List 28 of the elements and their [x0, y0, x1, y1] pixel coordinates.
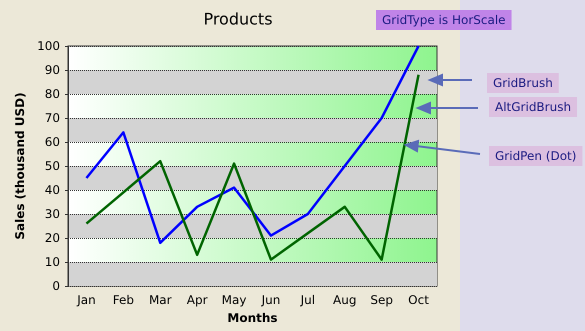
x-tick-label: Mar — [148, 293, 172, 307]
x-axis-title: Months — [227, 311, 278, 325]
x-tick-label: Apr — [186, 293, 208, 307]
x-tick-label: May — [222, 293, 246, 307]
text: AltGridBrush — [495, 100, 572, 114]
x-tick-label: Jul — [300, 293, 316, 307]
y-tick-label: 60 — [44, 135, 60, 149]
text: GridPen (Dot) — [495, 149, 576, 163]
x-tick-label: Jun — [260, 293, 280, 307]
x-tick-label: Sep — [370, 293, 393, 307]
x-tick-label: Feb — [112, 293, 134, 307]
chart-title: Products — [203, 10, 273, 28]
y-tick-label: 50 — [44, 159, 60, 173]
y-axis-title: Sales (thousand USD) — [13, 92, 28, 240]
y-tick-label: 0 — [52, 279, 60, 293]
y-tick-label: 70 — [44, 111, 60, 125]
y-tick-label: 80 — [44, 87, 60, 101]
x-tick-label: Oct — [408, 293, 430, 307]
y-tick-label: 40 — [44, 183, 60, 197]
text: GridBrush — [493, 76, 553, 90]
y-tick-label: 20 — [44, 231, 60, 245]
y-tick-label: 90 — [44, 63, 60, 77]
y-tick-label: 10 — [44, 255, 60, 269]
x-tick-label: Aug — [333, 293, 356, 307]
text: GridType is HorScale — [382, 13, 506, 27]
x-tick-label: Jan — [76, 293, 96, 307]
y-tick-label: 30 — [44, 207, 60, 221]
y-tick-label: 100 — [37, 39, 60, 53]
